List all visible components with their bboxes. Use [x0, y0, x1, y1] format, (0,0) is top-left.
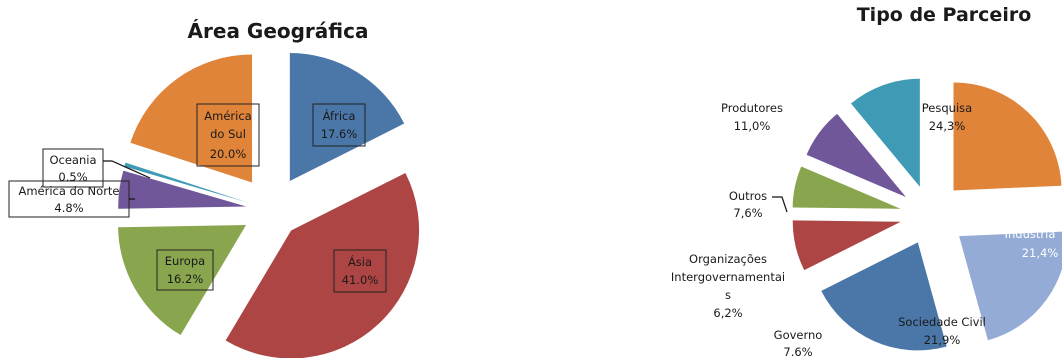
partner-type-chart: Tipo de Parceiro Pesquisa 24,3% Comércio…	[671, 4, 1062, 358]
slice-value: 7,6%	[733, 206, 762, 220]
slice-label-asia: Ásia 41.0%	[333, 249, 387, 293]
slice-value: 6,2%	[713, 306, 742, 320]
pie-slice-asia	[225, 172, 420, 358]
slice-value: 16.2%	[167, 272, 204, 286]
slice-value: 24,3%	[929, 119, 966, 133]
slice-label-sociedade-civil: Sociedade Civil 21,9%	[898, 315, 986, 347]
pie-slice-produtores	[851, 78, 920, 187]
slice-label-pesquisa: Pesquisa 24,3%	[922, 101, 972, 133]
slice-name-line2: do Sul	[210, 127, 246, 141]
pie-slice-governo	[792, 220, 901, 271]
slice-name: Governo	[774, 328, 823, 342]
chart-title: Área Geográfica	[188, 19, 369, 43]
pie-slice-oceania	[124, 162, 248, 203]
slice-value: 7.6%	[783, 345, 812, 358]
pie-slice-organizacoes-intergovernamentais	[792, 166, 901, 209]
pie-slice-pesquisa	[953, 82, 1062, 191]
pie-slice-america-do-sul	[130, 54, 253, 183]
slice-name: Sociedade Civil	[898, 315, 986, 329]
slice-label-africa: África 17.6%	[312, 103, 366, 147]
pie-slice-sociedade-civil	[821, 242, 947, 351]
slice-value: 21,9%	[924, 333, 961, 347]
slice-label-europa: Europa 16.2%	[156, 249, 214, 291]
slice-label-produtores: Produtores 11,0%	[721, 101, 783, 133]
slice-name: Ásia	[348, 254, 372, 269]
slice-name-line1: Comércio e	[997, 209, 1062, 223]
slice-value: 41.0%	[342, 273, 379, 287]
slice-name: Oceania	[49, 153, 96, 167]
slice-name: Europa	[165, 254, 205, 268]
slice-label-comercio: Comércio e Industria 21,4%	[997, 209, 1062, 260]
pie-slice-africa	[289, 53, 405, 182]
slice-value: 21,4%	[1022, 246, 1059, 260]
pie-slice-outros	[806, 113, 906, 198]
slice-label-outros: Outros 7,6%	[729, 189, 788, 220]
slice-name-line1: Organizações	[689, 252, 767, 266]
slice-value: 17.6%	[321, 127, 358, 141]
slice-name-line3: s	[725, 288, 731, 302]
slice-label-oceania: Oceania 0.5%	[42, 148, 151, 188]
slice-name: África	[323, 108, 356, 123]
slice-value: 4.8%	[54, 201, 83, 215]
slice-value: 0.5%	[58, 170, 87, 184]
chart-title: Tipo de Parceiro	[857, 4, 1032, 26]
slice-label-organizacoes: Organizações Intergovernamentai s 6,2%	[671, 252, 785, 320]
slice-name-line1: América	[204, 109, 251, 123]
slice-label-south-america: América do Sul 20.0%	[196, 103, 260, 167]
slice-value: 11,0%	[734, 119, 771, 133]
slice-name: Outros	[729, 189, 767, 203]
slice-name-line2: Industria	[1005, 227, 1056, 241]
pie-slices	[118, 53, 420, 358]
pie-slice-america-do-norte	[118, 170, 247, 209]
slice-label-north-america: América do Norte 4.8%	[8, 180, 135, 218]
slice-name: América do Norte	[18, 184, 119, 198]
slice-value: 20.0%	[210, 147, 247, 161]
slice-name: Produtores	[721, 101, 783, 115]
slice-name-line2: Intergovernamentai	[671, 270, 785, 284]
geographic-area-chart: Área Geográfica África 17.6% Ásia 41.0% …	[8, 19, 420, 358]
pie-slices	[792, 78, 1062, 351]
pie-slice-europa	[118, 225, 247, 336]
pie-slice-comercio-e-industria	[959, 231, 1062, 341]
slice-label-governo: Governo 7.6%	[774, 328, 823, 358]
slice-name: Pesquisa	[922, 101, 972, 115]
